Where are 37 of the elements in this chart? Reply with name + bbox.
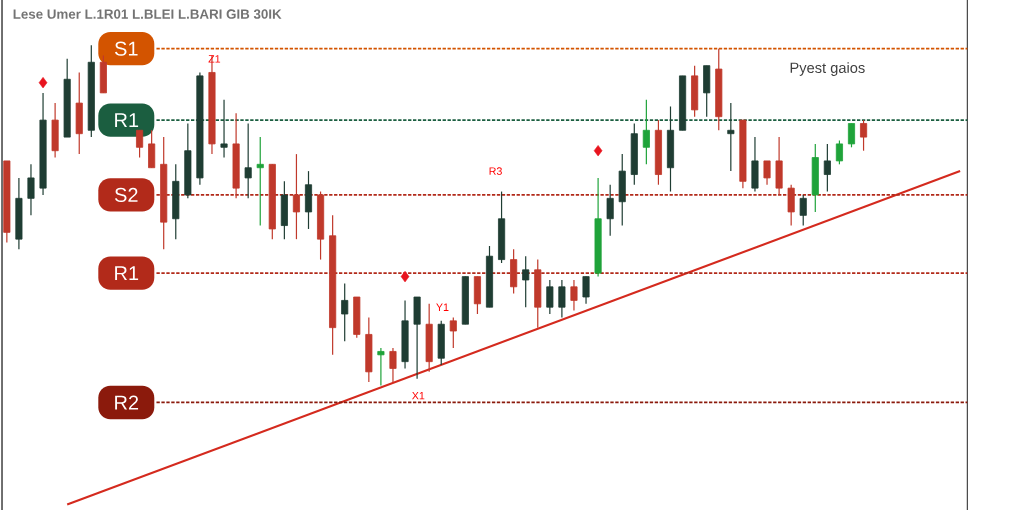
annotation: Y1 [436, 303, 449, 311]
candlestick [799, 194, 807, 227]
candlestick [136, 129, 144, 159]
candlestick [522, 255, 530, 308]
candlestick [220, 99, 228, 159]
candlestick [256, 136, 264, 227]
candlestick [787, 184, 795, 227]
chart-title: Lese Umer L.1R01 L.BLEI L.BARI GIB 30IK [13, 9, 282, 19]
candlestick [389, 347, 397, 383]
candlestick [558, 279, 566, 319]
candlestick [377, 347, 385, 387]
candlestick [244, 122, 252, 199]
candlestick [148, 129, 156, 169]
annotation: Pyest gaios [790, 62, 865, 76]
ref-line-label: S2 [114, 187, 138, 203]
annotation: Z1 [208, 55, 221, 63]
text: X1 [412, 392, 425, 400]
candlestick [570, 279, 578, 312]
candlestick [847, 122, 856, 148]
candlestick [606, 184, 614, 237]
ref-line-label: S1 [114, 41, 138, 56]
candlestick [341, 282, 349, 342]
candlestick [823, 143, 831, 193]
ref-line-label: R2 [115, 395, 139, 410]
candlestick [292, 153, 300, 240]
candlestick [449, 316, 457, 349]
candlestick [546, 279, 554, 315]
candlestick [642, 99, 650, 165]
candlestick [727, 102, 735, 172]
candlestick [27, 163, 35, 216]
candlestick [860, 119, 868, 152]
candlestick [763, 160, 771, 186]
ref-line-label: R1 [115, 113, 139, 127]
candlestick [582, 275, 590, 305]
annotation: R3 [489, 167, 502, 175]
ref-line-label: R1 [115, 266, 139, 281]
candlestick [835, 139, 843, 165]
